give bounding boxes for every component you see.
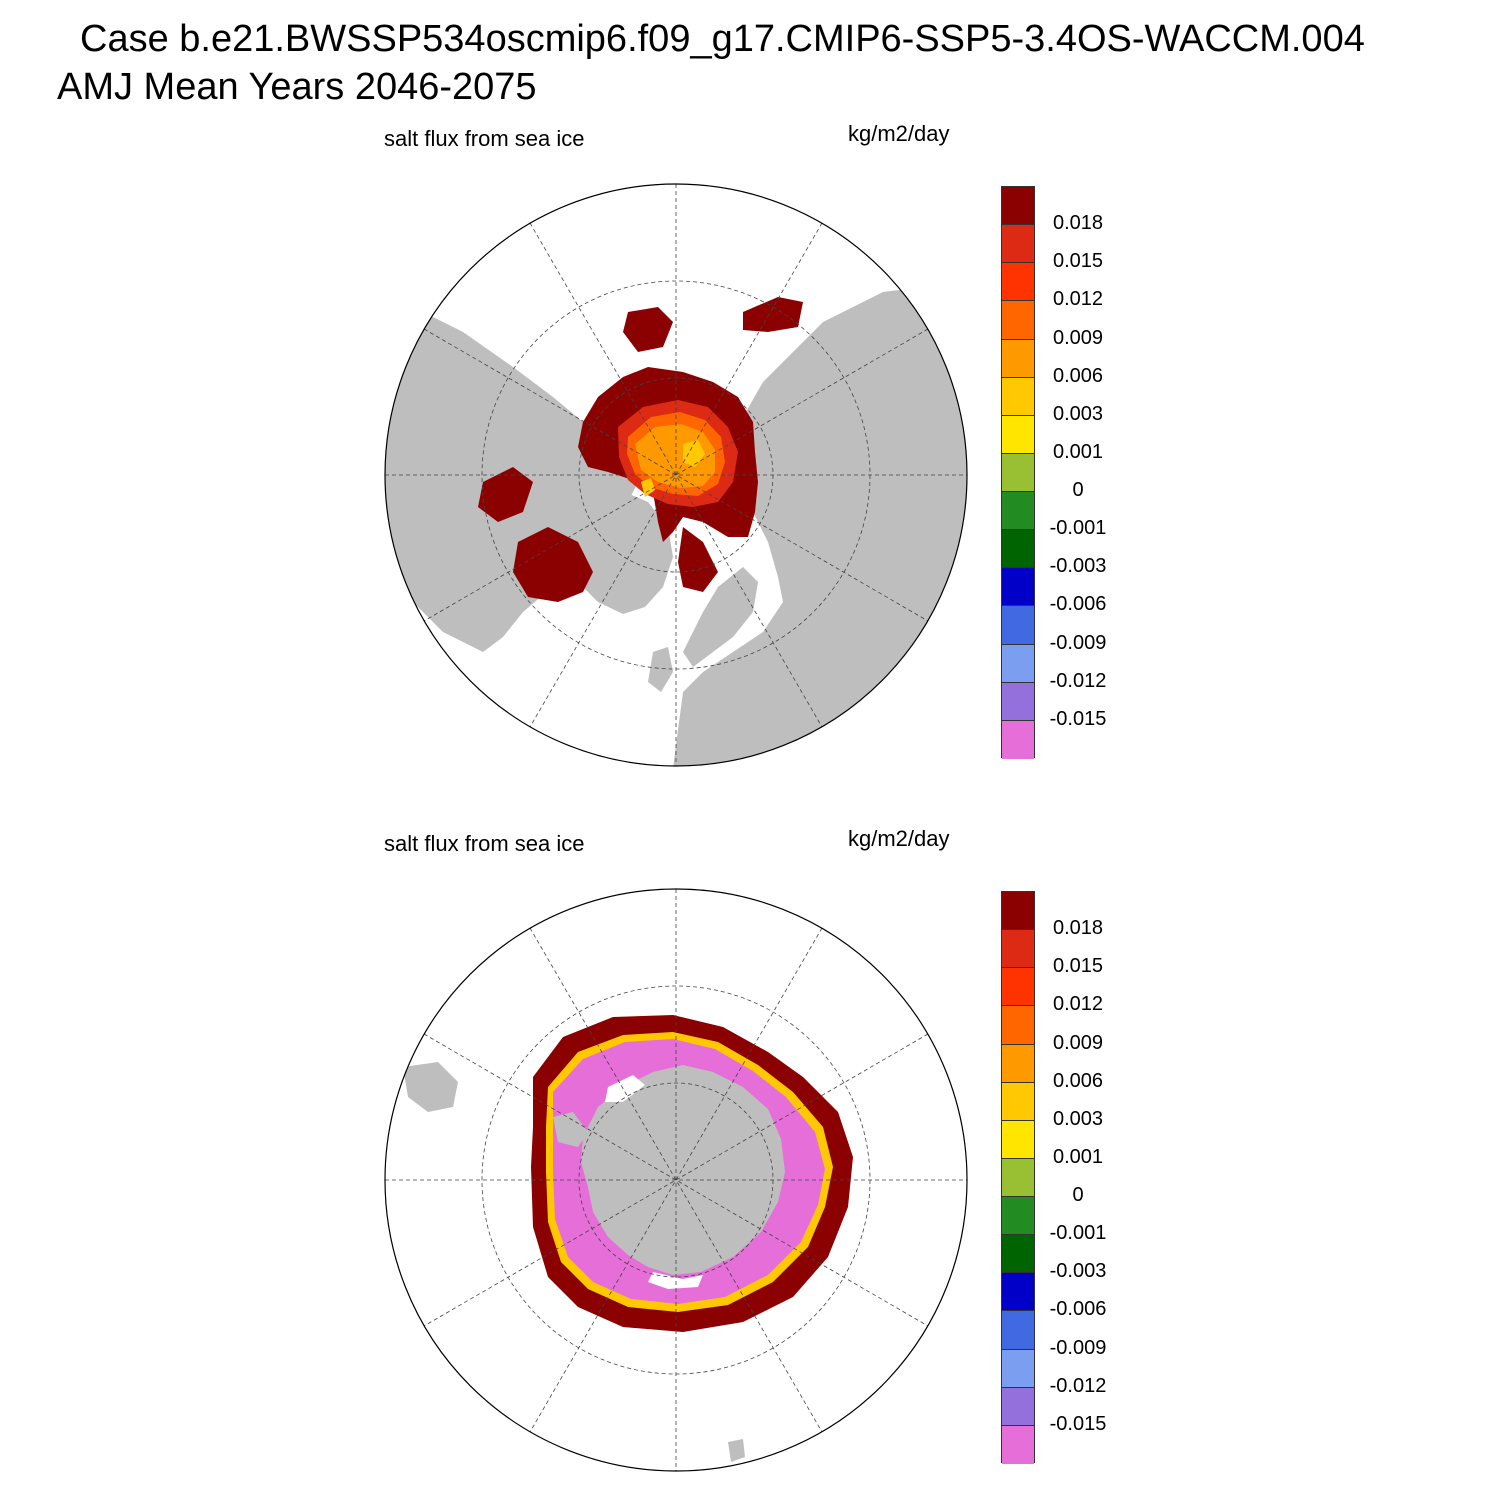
colorbar-swatch — [1002, 1082, 1034, 1121]
colorbar-label: 0.009 — [1052, 1031, 1104, 1054]
colorbar-bottom — [1001, 891, 1035, 1464]
seaice-light-orange-band — [635, 424, 715, 488]
colorbar-label: -0.003 — [1049, 1260, 1107, 1283]
colorbar-swatch — [1002, 377, 1034, 416]
land-south-america — [403, 1062, 458, 1112]
colorbar-label: -0.001 — [1049, 1222, 1107, 1245]
colorbar-label: -0.009 — [1049, 1336, 1107, 1359]
colorbar-swatch — [1002, 492, 1034, 531]
seaice-yellow-core — [641, 478, 655, 497]
colorbar-label: -0.012 — [1049, 669, 1107, 692]
case-title: Case b.e21.BWSSP534oscmip6.f09_g17.CMIP6… — [80, 18, 1365, 60]
antarctic-map — [384, 888, 968, 1472]
colorbar-swatch — [1002, 720, 1034, 759]
colorbar-label: -0.015 — [1049, 1412, 1107, 1435]
colorbar-swatch — [1002, 225, 1034, 264]
panel1-units: kg/m2/day — [848, 121, 950, 146]
colorbar-label: -0.006 — [1049, 1298, 1107, 1321]
colorbar-swatch — [1002, 1120, 1034, 1159]
colorbar-swatch — [1002, 263, 1034, 302]
panel1-variable-title: salt flux from sea ice — [384, 126, 585, 151]
colorbar-swatch — [1002, 453, 1034, 492]
colorbar-label: 0.012 — [1052, 993, 1104, 1016]
land-british-isles — [648, 647, 673, 692]
colorbar-swatch — [1002, 415, 1034, 454]
colorbar-label: 0.015 — [1052, 955, 1104, 978]
colorbar-swatch — [1002, 1158, 1034, 1197]
colorbar-swatch — [1002, 1044, 1034, 1083]
ice-shelf-ross — [648, 1272, 703, 1289]
land-antarctica — [581, 1065, 785, 1275]
colorbar-label: 0 — [1072, 1184, 1084, 1207]
colorbar-swatch — [1002, 339, 1034, 378]
seaice-labrador — [513, 527, 593, 602]
colorbar-label: 0.018 — [1052, 212, 1104, 235]
colorbar-swatch — [1002, 644, 1034, 683]
colorbar-label: 0.001 — [1052, 1145, 1104, 1168]
colorbar-label: 0.012 — [1052, 288, 1104, 311]
colorbar-label: -0.015 — [1049, 707, 1107, 730]
colorbar-swatch — [1002, 1235, 1034, 1274]
colorbar-label: -0.001 — [1049, 517, 1107, 540]
colorbar-label: -0.009 — [1049, 631, 1107, 654]
period-title: AMJ Mean Years 2046-2075 — [57, 66, 537, 108]
seaice-bering — [623, 307, 673, 352]
colorbar-label: -0.006 — [1049, 593, 1107, 616]
colorbar-label: 0.003 — [1052, 402, 1104, 425]
colorbar-swatch — [1002, 1387, 1034, 1426]
colorbar-label: 0.003 — [1052, 1107, 1104, 1130]
panel2-units: kg/m2/day — [848, 826, 950, 851]
colorbar-swatch — [1002, 1425, 1034, 1464]
land-antarctic-peninsula — [553, 1112, 588, 1147]
ice-shelf-weddell — [605, 1075, 645, 1102]
colorbar-swatch — [1002, 187, 1034, 226]
seaice-hudson — [478, 467, 533, 522]
arctic-map — [384, 183, 968, 767]
colorbar-label: -0.012 — [1049, 1374, 1107, 1397]
colorbar-swatch — [1002, 1273, 1034, 1312]
colorbar-swatch — [1002, 1006, 1034, 1045]
colorbar-label: 0.018 — [1052, 917, 1104, 940]
colorbar-swatch — [1002, 968, 1034, 1007]
colorbar-swatch — [1002, 930, 1034, 969]
colorbar-top — [1001, 186, 1035, 759]
colorbar-swatch — [1002, 568, 1034, 607]
seaice-greenland-east — [678, 527, 718, 592]
colorbar-swatch — [1002, 892, 1034, 931]
colorbar-label: 0 — [1072, 479, 1084, 502]
land-tasmania — [728, 1439, 745, 1462]
colorbar-swatch — [1002, 682, 1034, 721]
colorbar-label: -0.003 — [1049, 555, 1107, 578]
panel2-variable-title: salt flux from sea ice — [384, 831, 585, 856]
colorbar-swatch — [1002, 1197, 1034, 1236]
seaice-yellow-core2 — [683, 440, 705, 467]
colorbar-swatch — [1002, 1349, 1034, 1388]
colorbar-label: 0.006 — [1052, 1069, 1104, 1092]
colorbar-label: 0.009 — [1052, 326, 1104, 349]
colorbar-swatch — [1002, 1311, 1034, 1350]
colorbar-swatch — [1002, 530, 1034, 569]
colorbar-label: 0.015 — [1052, 250, 1104, 273]
colorbar-swatch — [1002, 301, 1034, 340]
colorbar-label: 0.006 — [1052, 364, 1104, 387]
colorbar-swatch — [1002, 606, 1034, 645]
land-greenland — [571, 487, 673, 614]
land-europe-north — [683, 567, 758, 667]
seaice-okhotsk — [743, 297, 803, 332]
land-eurasia — [673, 287, 967, 766]
colorbar-label: 0.001 — [1052, 440, 1104, 463]
